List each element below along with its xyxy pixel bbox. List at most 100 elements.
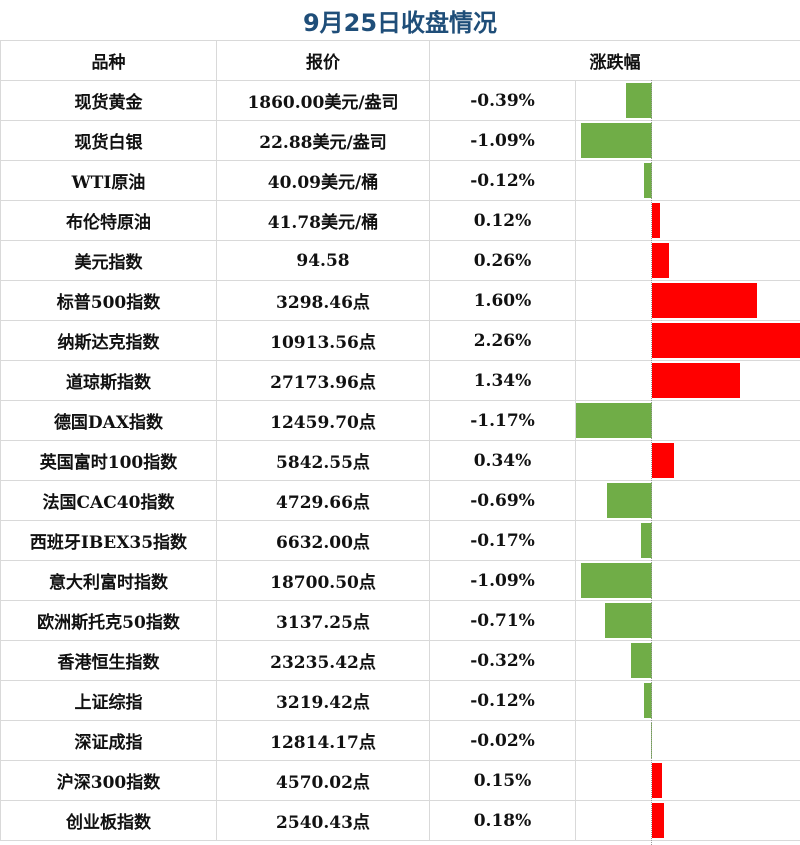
instrument-price: 3219.42点 [216, 680, 430, 721]
header-name: 品种 [0, 40, 217, 81]
table-row: 布伦特原油 41.78美元/桶 0.12% [0, 200, 800, 241]
instrument-price: 41.78美元/桶 [216, 200, 430, 241]
instrument-price: 40.09美元/桶 [216, 160, 430, 201]
change-bar-cell [575, 440, 800, 481]
instrument-name: 现货黄金 [0, 80, 217, 121]
change-bar-cell [575, 720, 800, 761]
table-row: 欧洲斯托克50指数 3137.25点 -0.71% [0, 600, 800, 641]
change-bar [652, 243, 670, 278]
change-bar [606, 483, 652, 518]
instrument-price: 5842.55点 [216, 440, 430, 481]
table-row: 香港恒生指数 23235.42点 -0.32% [0, 640, 800, 681]
instrument-price: 10913.56点 [216, 320, 430, 361]
bar-zero-axis [651, 80, 652, 845]
instrument-price: 94.58 [216, 240, 430, 281]
instrument-change: 0.26% [429, 240, 576, 281]
change-bar-cell [575, 160, 800, 201]
change-bar [631, 643, 652, 678]
instrument-name: 上证综指 [0, 680, 217, 721]
instrument-name: 布伦特原油 [0, 200, 217, 241]
instrument-price: 3298.46点 [216, 280, 430, 321]
instrument-price: 6632.00点 [216, 520, 430, 561]
change-bar-cell [575, 360, 800, 401]
instrument-change: 0.34% [429, 440, 576, 481]
page-title: 9月25日收盘情况 [302, 8, 498, 37]
instrument-price: 22.88美元/盎司 [216, 120, 430, 161]
instrument-price: 4570.02点 [216, 760, 430, 801]
instrument-name: 沪深300指数 [0, 760, 217, 801]
instrument-name: 美元指数 [0, 240, 217, 281]
table-row: 法国CAC40指数 4729.66点 -0.69% [0, 480, 800, 521]
table-header-row: 品种 报价 涨跌幅 [0, 40, 800, 81]
change-bar [652, 803, 664, 838]
instrument-price: 1860.00美元/盎司 [216, 80, 430, 121]
market-close-table: 品种 报价 涨跌幅 现货黄金 1860.00美元/盎司 -0.39% 现货白银 22.8… [0, 40, 800, 841]
change-bar-cell [575, 760, 800, 801]
instrument-change: -0.39% [429, 80, 576, 121]
header-change: 涨跌幅 [429, 40, 800, 81]
table-row: 英国富时100指数 5842.55点 0.34% [0, 440, 800, 481]
table-row: 标普500指数 3298.46点 1.60% [0, 280, 800, 321]
instrument-price: 27173.96点 [216, 360, 430, 401]
header-price: 报价 [216, 40, 430, 81]
instrument-name: 现货白银 [0, 120, 217, 161]
change-bar-cell [575, 520, 800, 561]
instrument-name: 欧洲斯托克50指数 [0, 600, 217, 641]
change-bar [644, 163, 652, 198]
change-bar [626, 83, 652, 118]
change-bar-cell [575, 320, 800, 361]
instrument-price: 3137.25点 [216, 600, 430, 641]
instrument-price: 18700.50点 [216, 560, 430, 601]
change-bar-cell [575, 240, 800, 281]
instrument-price: 12459.70点 [216, 400, 430, 441]
change-bar [644, 683, 652, 718]
change-bar-cell [575, 640, 800, 681]
table-row: 道琼斯指数 27173.96点 1.34% [0, 360, 800, 401]
change-bar [605, 603, 652, 638]
table-row: 上证综指 3219.42点 -0.12% [0, 680, 800, 721]
instrument-price: 4729.66点 [216, 480, 430, 521]
change-bar-cell [575, 400, 800, 441]
table-row: 深证成指 12814.17点 -0.02% [0, 720, 800, 761]
instrument-change: 2.26% [429, 320, 576, 361]
table-row: 德国DAX指数 12459.70点 -1.17% [0, 400, 800, 441]
change-bar [652, 283, 757, 318]
instrument-name: 标普500指数 [0, 280, 217, 321]
instrument-price: 12814.17点 [216, 720, 430, 761]
instrument-name: 德国DAX指数 [0, 400, 217, 441]
instrument-name: WTI原油 [0, 160, 217, 201]
instrument-change: -0.12% [429, 680, 576, 721]
instrument-change: 0.12% [429, 200, 576, 241]
instrument-name: 香港恒生指数 [0, 640, 217, 681]
change-bar [652, 203, 660, 238]
instrument-name: 道琼斯指数 [0, 360, 217, 401]
table-row: 沪深300指数 4570.02点 0.15% [0, 760, 800, 801]
instrument-name: 纳斯达克指数 [0, 320, 217, 361]
change-bar-cell [575, 280, 800, 321]
change-bar-cell [575, 680, 800, 721]
change-bar-cell [575, 120, 800, 161]
change-bar-cell [575, 600, 800, 641]
instrument-change: 0.15% [429, 760, 576, 801]
change-bar [580, 563, 652, 598]
change-bar-cell [575, 80, 800, 121]
instrument-name: 西班牙IBEX35指数 [0, 520, 217, 561]
table-row: 西班牙IBEX35指数 6632.00点 -0.17% [0, 520, 800, 561]
instrument-change: -0.69% [429, 480, 576, 521]
change-bar [580, 123, 652, 158]
table-row: 现货白银 22.88美元/盎司 -1.09% [0, 120, 800, 161]
instrument-change: -0.71% [429, 600, 576, 641]
table-row: 纳斯达克指数 10913.56点 2.26% [0, 320, 800, 361]
change-bar-cell [575, 480, 800, 521]
change-bar-cell [575, 200, 800, 241]
instrument-name: 英国富时100指数 [0, 440, 217, 481]
instrument-change: -1.09% [429, 120, 576, 161]
instrument-name: 深证成指 [0, 720, 217, 761]
instrument-change: -0.17% [429, 520, 576, 561]
change-bar [652, 323, 800, 358]
instrument-change: -0.02% [429, 720, 576, 761]
instrument-change: 0.18% [429, 800, 576, 841]
table-row: 美元指数 94.58 0.26% [0, 240, 800, 281]
instrument-price: 23235.42点 [216, 640, 430, 681]
instrument-name: 法国CAC40指数 [0, 480, 217, 521]
